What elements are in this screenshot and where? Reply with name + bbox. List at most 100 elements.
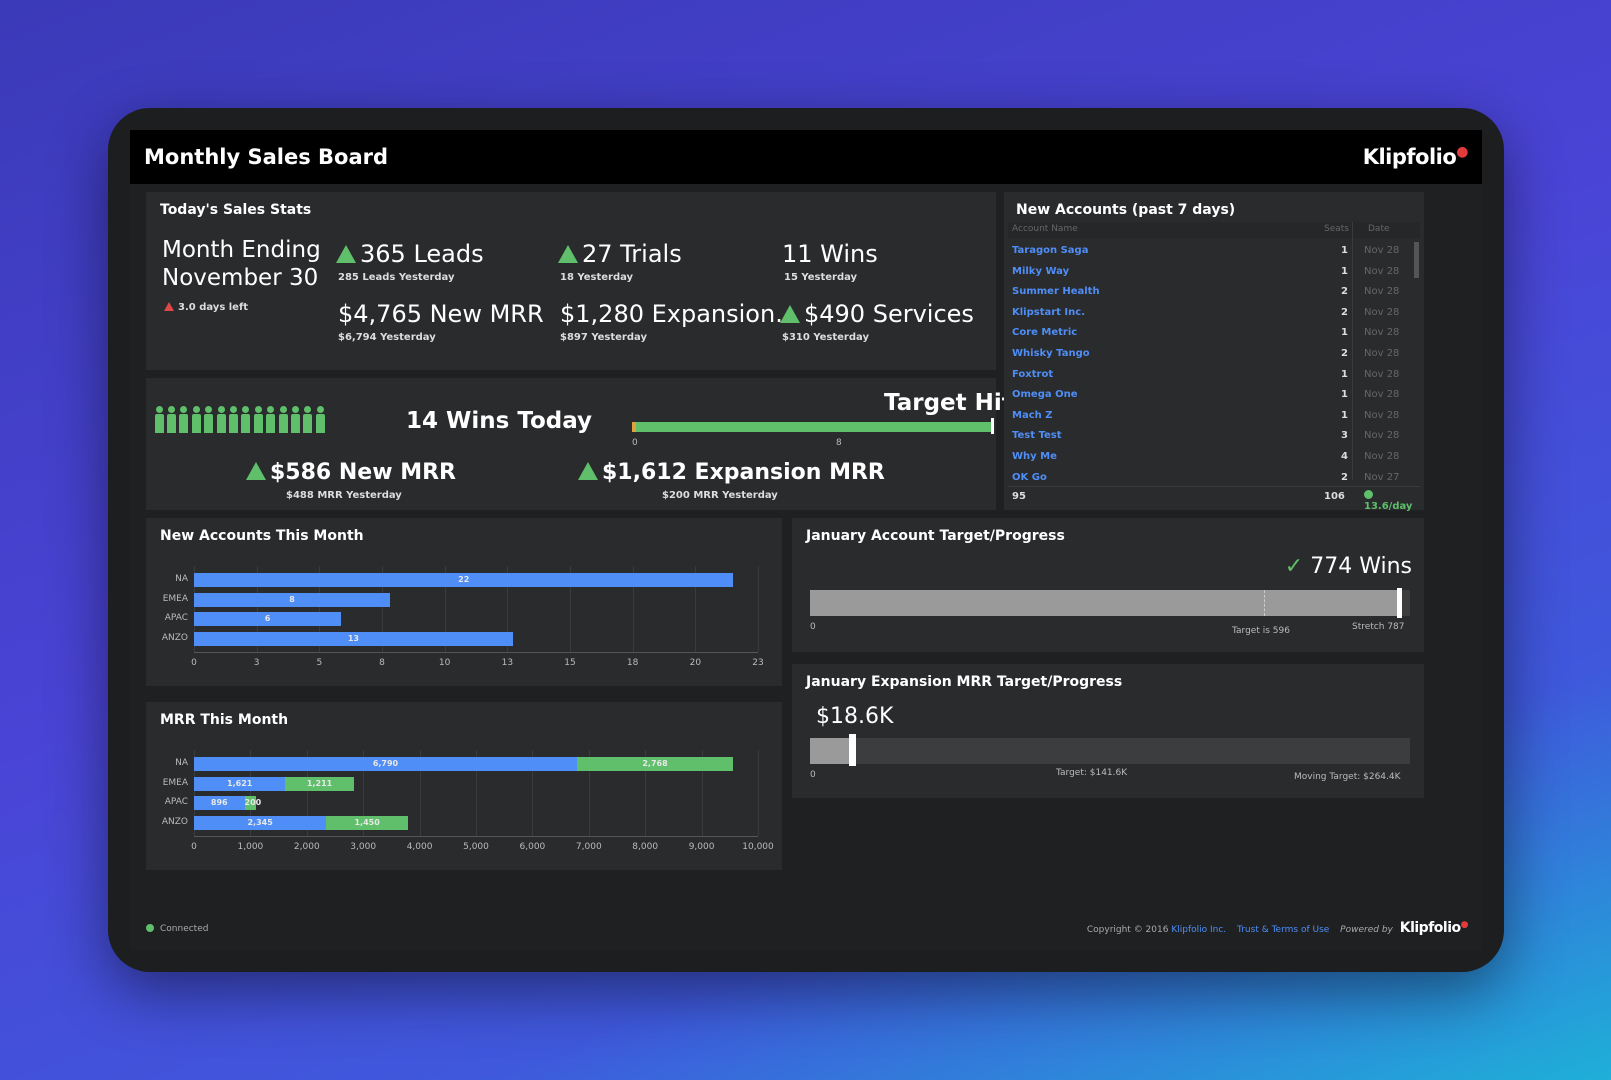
table-row[interactable]: Milky Way 1 Nov 28	[1008, 263, 1412, 283]
bar[interactable]	[194, 592, 391, 607]
table-row[interactable]: Mach Z 1 Nov 28	[1008, 407, 1412, 427]
jan-mrr-target-label: Target: $141.6K	[1056, 768, 1128, 778]
bar-value-label: 896	[210, 798, 228, 807]
terms-link[interactable]: Trust & Terms of Use	[1237, 925, 1330, 935]
jan-mrr-target-panel: January Expansion MRR Target/Progress $1…	[792, 664, 1424, 798]
bar[interactable]	[194, 815, 327, 830]
total-accounts: 95	[1012, 491, 1026, 502]
account-name[interactable]: Summer Health	[1012, 286, 1100, 298]
x-axis-line	[194, 652, 758, 653]
table-row[interactable]: Taragon Saga 1 Nov 28	[1008, 242, 1412, 262]
accounts-scrollbar[interactable]	[1414, 242, 1419, 278]
col-date[interactable]: Date	[1368, 224, 1390, 234]
col-seats[interactable]: Seats	[1324, 224, 1349, 234]
person-icon	[228, 406, 238, 433]
account-name[interactable]: Milky Way	[1012, 265, 1070, 277]
new-mrr-yesterday: $6,794 Yesterday	[338, 332, 436, 343]
bar[interactable]	[194, 612, 342, 626]
jan-accounts-progress-fill	[810, 590, 1401, 616]
bar[interactable]	[285, 776, 354, 791]
x-tick-label: 13	[501, 658, 514, 668]
status-dot-icon	[1364, 490, 1373, 499]
gridline	[476, 750, 477, 836]
account-name[interactable]: OK Go	[1012, 471, 1047, 483]
bar[interactable]	[576, 757, 734, 771]
table-row[interactable]: Omega One 1 Nov 28	[1008, 386, 1412, 406]
bar-value-label: 1,450	[354, 817, 380, 827]
jan-accounts-stretch-label: Stretch 787	[1352, 622, 1405, 632]
table-row[interactable]: Core Metric 1 Nov 28	[1008, 324, 1412, 344]
panel-title: Today's Sales Stats	[160, 202, 312, 218]
accounts-rate: 13.6/day	[1364, 490, 1420, 512]
table-row[interactable]: Klipstart Inc. 2 Nov 28	[1008, 304, 1412, 324]
account-name[interactable]: Test Test	[1012, 430, 1062, 442]
table-row[interactable]: Test Test 3 Nov 28	[1008, 427, 1412, 447]
powered-by: Powered by	[1340, 925, 1393, 935]
table-row[interactable]: Whisky Tango 2 Nov 28	[1008, 345, 1412, 365]
table-row[interactable]: OK Go 2 Nov 27	[1008, 469, 1412, 489]
account-name[interactable]: Whisky Tango	[1012, 348, 1090, 359]
footer-klipfolio-logo[interactable]: Klipfolio●	[1399, 920, 1469, 936]
expansion-yesterday: $897 Yesterday	[560, 332, 647, 343]
bar-value-label: 8	[289, 594, 295, 604]
x-tick-label: 8,000	[632, 842, 659, 852]
wins-progress-end-marker	[991, 418, 994, 434]
account-name[interactable]: Klipstart Inc.	[1012, 306, 1086, 318]
gridline	[645, 750, 647, 836]
account-name[interactable]: Omega One	[1012, 389, 1078, 401]
mrr-month-panel: MRR This Month 0 1,000 2,000 3,000 4,000 5,00…	[146, 702, 782, 870]
account-name[interactable]: Foxtrot	[1012, 368, 1054, 380]
bar[interactable]	[194, 757, 577, 771]
table-row[interactable]: Foxtrot 1 Nov 28	[1008, 366, 1412, 386]
bar[interactable]	[194, 796, 245, 810]
bar-value-label: 1,211	[306, 778, 333, 788]
gridline	[701, 750, 703, 836]
account-name[interactable]: Core Metric	[1012, 327, 1078, 339]
account-date: Nov 28	[1364, 451, 1400, 462]
account-seats: 1	[1341, 389, 1348, 401]
account-seats: 2	[1341, 286, 1348, 298]
panel-title: New Accounts This Month	[160, 528, 364, 544]
jan-accounts-progress-marker	[1397, 588, 1403, 618]
account-date: Nov 28	[1364, 368, 1400, 380]
account-date: Nov 28	[1364, 265, 1400, 277]
jan-accounts-track	[810, 588, 1410, 618]
connection-status: Connected	[146, 924, 208, 934]
people-icon-row	[154, 406, 334, 434]
account-name[interactable]: Mach Z	[1012, 409, 1053, 421]
x-tick-label: 5	[316, 658, 323, 668]
checkmark-icon: ✓	[1284, 554, 1304, 579]
account-date: Nov 28	[1364, 430, 1400, 442]
table-row[interactable]: Why Me 4 Nov 28	[1008, 448, 1412, 468]
up-triangle-icon	[558, 245, 578, 263]
gridline	[363, 750, 365, 836]
account-name[interactable]: Why Me	[1012, 451, 1057, 462]
col-account-name[interactable]: Account Name	[1012, 224, 1078, 234]
bar[interactable]	[244, 796, 256, 810]
bar[interactable]	[194, 573, 734, 587]
account-date: Nov 28	[1364, 306, 1400, 318]
x-tick-label: 10	[438, 658, 451, 668]
account-seats: 1	[1341, 245, 1348, 256]
gridline	[194, 566, 195, 652]
account-date: Nov 27	[1364, 471, 1400, 483]
bar[interactable]	[194, 776, 286, 791]
account-seats: 1	[1341, 368, 1348, 380]
bar[interactable]	[326, 815, 409, 830]
person-icon	[278, 406, 288, 433]
bar[interactable]	[194, 631, 513, 646]
new-accounts-bar-chart: 0 3 5 8 10 13 15 18 20 23 NA 22 EMEA 8 APAC 6 ANZO 13	[146, 518, 782, 686]
x-tick-label: 3	[253, 658, 260, 668]
person-icon	[191, 406, 201, 433]
gridline	[306, 750, 308, 836]
table-row[interactable]: Summer Health 2 Nov 28	[1008, 283, 1412, 303]
wins-progress-min: 0	[632, 438, 638, 448]
jan-accounts-target-label: Target is 596	[1232, 626, 1290, 636]
klipfolio-logo[interactable]: Klipfolio●	[1362, 144, 1469, 169]
x-tick-label: 6,000	[519, 842, 546, 852]
account-date: Nov 28	[1364, 409, 1400, 421]
company-link[interactable]: Klipfolio Inc.	[1171, 925, 1227, 935]
account-name[interactable]: Taragon Saga	[1012, 245, 1089, 256]
x-axis-line	[194, 836, 758, 837]
account-date: Nov 28	[1364, 245, 1400, 256]
